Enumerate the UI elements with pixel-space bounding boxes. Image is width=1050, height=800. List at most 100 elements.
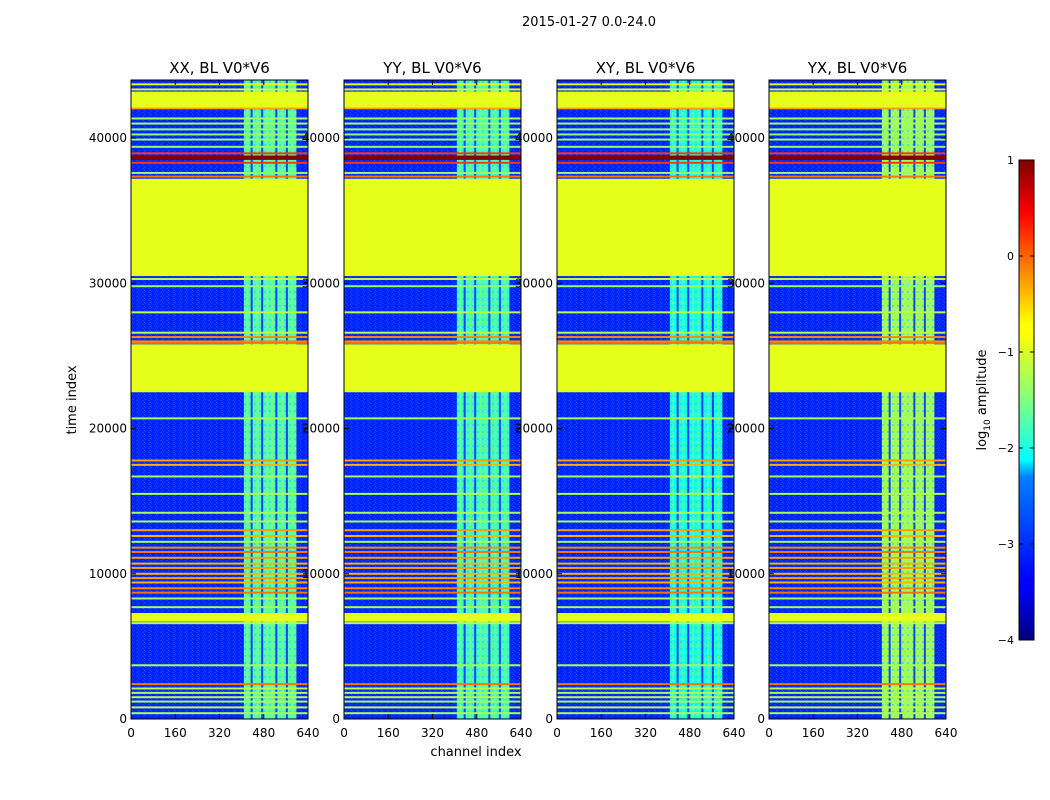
flagged-row [769, 587, 946, 590]
flagged-row [769, 331, 946, 334]
flagged-row [557, 88, 734, 91]
flagged-row [344, 691, 521, 694]
y-tick-label: 0 [332, 712, 340, 726]
flagged-block [769, 612, 946, 622]
flagged-row [344, 577, 521, 580]
x-tick-label: 480 [252, 726, 275, 740]
flagged-row [557, 331, 734, 334]
flagged-row [344, 606, 521, 609]
flagged-row [557, 117, 734, 120]
flagged-block [131, 91, 308, 108]
flagged-row [131, 597, 308, 600]
rfi-band-gap [285, 80, 288, 719]
flagged-row [344, 540, 521, 543]
panel: XY, BL V0*V6 0 160 320 480 640 0 10000 20000 3000… [515, 59, 746, 740]
flagged-row [131, 622, 308, 625]
flagged-row [769, 535, 946, 538]
flagged-block [769, 91, 946, 108]
flagged-row [344, 152, 521, 155]
flagged-row [131, 696, 308, 699]
flagged-row [769, 107, 946, 110]
flagged-row [344, 683, 521, 686]
flagged-row [769, 591, 946, 594]
flagged-row [131, 706, 308, 709]
rfi-band-gap [711, 80, 714, 719]
y-tick-label: 0 [545, 712, 553, 726]
rfi-band-gap [275, 80, 278, 719]
flagged-row [769, 664, 946, 667]
colorbar-tick-label: −2 [998, 442, 1014, 455]
hot-block [131, 155, 308, 160]
flagged-row [131, 591, 308, 594]
flagged-row [557, 107, 734, 110]
flagged-row [557, 341, 734, 344]
flagged-row [131, 687, 308, 690]
flagged-row [131, 572, 308, 575]
x-tick-label: 320 [208, 726, 231, 740]
x-tick-label: 320 [421, 726, 444, 740]
flagged-row [557, 687, 734, 690]
flagged-row [557, 336, 734, 339]
flagged-row [344, 597, 521, 600]
flagged-row [131, 145, 308, 148]
colorbar-label-sub: 10 [983, 419, 993, 431]
flagged-row [769, 581, 946, 584]
y-tick-label: 0 [119, 712, 127, 726]
flagged-row [344, 572, 521, 575]
colorbar: 10−1−2−3−4 log10 amplitude [975, 154, 1035, 647]
y-tick-label: 20000 [302, 422, 340, 436]
x-tick-label: 160 [802, 726, 825, 740]
flagged-row [131, 463, 308, 466]
flagged-row [769, 562, 946, 565]
flagged-row [769, 117, 946, 120]
flagged-row [557, 572, 734, 575]
flagged-row [131, 340, 308, 343]
y-axis-label: time index [65, 365, 80, 434]
y-tick-label: 40000 [727, 131, 765, 145]
flagged-row [769, 417, 946, 420]
flagged-row [557, 277, 734, 280]
flagged-row [131, 520, 308, 523]
flagged-row [769, 520, 946, 523]
flagged-row [131, 587, 308, 590]
flagged-row [557, 550, 734, 553]
flagged-block [344, 178, 521, 277]
flagged-row [557, 138, 734, 141]
colorbar-tick-label: 1 [1007, 154, 1014, 167]
rfi-band-gap [899, 80, 902, 719]
flagged-row [769, 336, 946, 339]
colorbar-gradient [1018, 159, 1035, 641]
rfi-band-gap [474, 80, 477, 719]
x-tick-label: 320 [846, 726, 869, 740]
rfi-band-gap [261, 80, 264, 719]
flagged-row [344, 341, 521, 344]
flagged-row [131, 331, 308, 334]
y-tick-label: 10000 [727, 567, 765, 581]
flagged-row [344, 492, 521, 495]
x-tick-label: 640 [723, 726, 746, 740]
flagged-row [344, 550, 521, 553]
flagged-row [131, 546, 308, 549]
y-tick-label: 30000 [727, 276, 765, 290]
flagged-row [769, 577, 946, 580]
x-tick-label: 160 [164, 726, 187, 740]
flagged-row [769, 540, 946, 543]
flagged-row [131, 556, 308, 559]
rfi-band-gap [687, 80, 690, 719]
flagged-block [557, 91, 734, 108]
figure-suptitle: 2015-01-27 0.0-24.0 [522, 15, 656, 30]
flagged-row [131, 311, 308, 314]
y-tick-label: 30000 [89, 276, 127, 290]
flagged-row [131, 606, 308, 609]
rfi-band-gap [498, 80, 501, 719]
flagged-row [557, 540, 734, 543]
flagged-row [557, 591, 734, 594]
flagged-row [131, 664, 308, 667]
flagged-row [557, 175, 734, 178]
flagged-block [769, 344, 946, 393]
flagged-row [557, 285, 734, 288]
flagged-row [769, 511, 946, 514]
flagged-row [344, 591, 521, 594]
x-tick-label: 0 [765, 726, 773, 740]
flagged-row [769, 475, 946, 478]
